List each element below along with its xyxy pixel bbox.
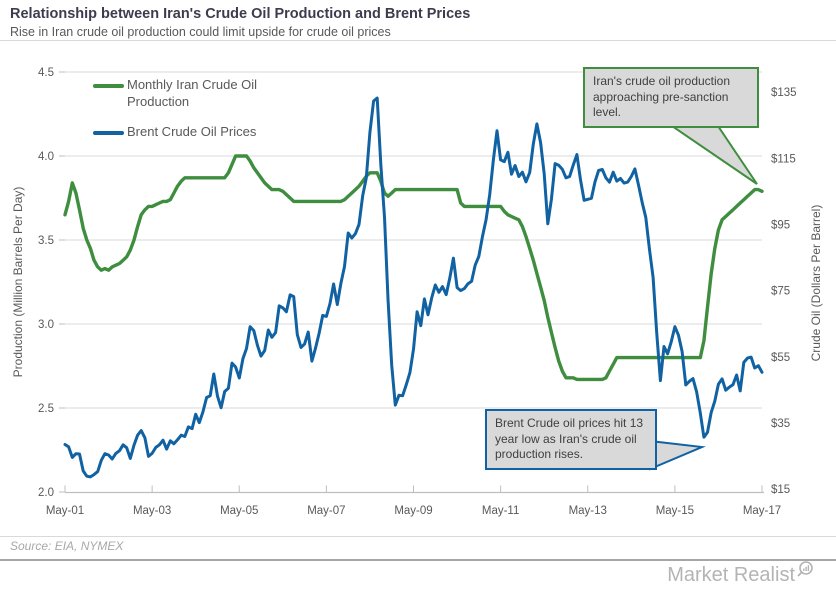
annotation-production-text: Iran's crude oil production approaching … bbox=[593, 74, 731, 120]
y-left-tick-label: 3.5 bbox=[38, 235, 54, 247]
annotation-production-callout: Iran's crude oil production approaching … bbox=[583, 67, 759, 128]
right-axis-title: Crude Oil (Dollars Per Barrel) bbox=[809, 205, 823, 362]
x-axis-tick-label: May-09 bbox=[394, 505, 432, 517]
brent-series-line bbox=[63, 96, 764, 479]
production-series-line bbox=[63, 154, 764, 382]
x-axis-tick-label: May-07 bbox=[307, 505, 345, 517]
y-right-tick-label: $115 bbox=[771, 153, 796, 165]
chart-legend: Monthly Iran Crude Oil Production Brent … bbox=[93, 77, 285, 141]
annotation-brent-text: Brent Crude oil prices hit 13 year low a… bbox=[495, 416, 644, 462]
legend-label-production: Monthly Iran Crude Oil Production bbox=[127, 77, 258, 109]
brand-logo: Market Realist bbox=[667, 561, 816, 587]
y-left-tick-label: 3.0 bbox=[38, 319, 54, 331]
x-axis-tick-label: May-15 bbox=[656, 505, 694, 517]
footer-divider-top bbox=[0, 536, 836, 537]
y-right-tick-label: $35 bbox=[771, 418, 790, 430]
x-axis-tick-label: May-13 bbox=[569, 505, 607, 517]
y-left-tick-label: 2.5 bbox=[38, 403, 54, 415]
legend-item-production: Monthly Iran Crude Oil Production bbox=[93, 77, 285, 110]
legend-item-brent: Brent Crude Oil Prices bbox=[93, 124, 285, 141]
y-right-tick-label: $55 bbox=[771, 352, 790, 364]
production-line-swatch-icon bbox=[93, 84, 124, 88]
footer-divider-bottom bbox=[0, 559, 836, 561]
annotation-production-tail bbox=[668, 125, 758, 185]
x-axis-tick-label: May-11 bbox=[482, 505, 520, 517]
legend-label-brent: Brent Crude Oil Prices bbox=[127, 124, 257, 140]
annotation-brent-callout: Brent Crude oil prices hit 13 year low a… bbox=[485, 409, 657, 470]
header-divider bbox=[0, 40, 836, 41]
brent-line-swatch-icon bbox=[93, 131, 124, 135]
y-right-tick-label: $135 bbox=[771, 87, 797, 99]
y-right-tick-label: $75 bbox=[771, 286, 790, 298]
magnifier-chart-icon bbox=[797, 561, 813, 577]
x-axis-tick-label: May-01 bbox=[46, 505, 84, 517]
y-left-tick-label: 2.0 bbox=[38, 487, 54, 499]
brand-name: Market Realist bbox=[667, 564, 795, 586]
y-left-tick-label: 4.5 bbox=[38, 67, 54, 79]
y-right-tick-label: $15 bbox=[771, 484, 790, 496]
x-axis-tick-label: May-05 bbox=[220, 505, 258, 517]
y-right-tick-label: $95 bbox=[771, 219, 790, 231]
left-axis-title: Production (Million Barrels Per Day) bbox=[11, 187, 25, 378]
annotation-brent-tail bbox=[649, 439, 706, 471]
source-text: Source: EIA, NYMEX bbox=[10, 539, 124, 553]
x-axis-tick-label: May-03 bbox=[133, 505, 171, 517]
page-title: Relationship between Iran's Crude Oil Pr… bbox=[10, 6, 471, 22]
y-left-tick-label: 4.0 bbox=[38, 151, 54, 163]
page-subtitle: Rise in Iran crude oil production could … bbox=[10, 25, 391, 39]
x-axis-tick-label: May-17 bbox=[743, 505, 781, 517]
